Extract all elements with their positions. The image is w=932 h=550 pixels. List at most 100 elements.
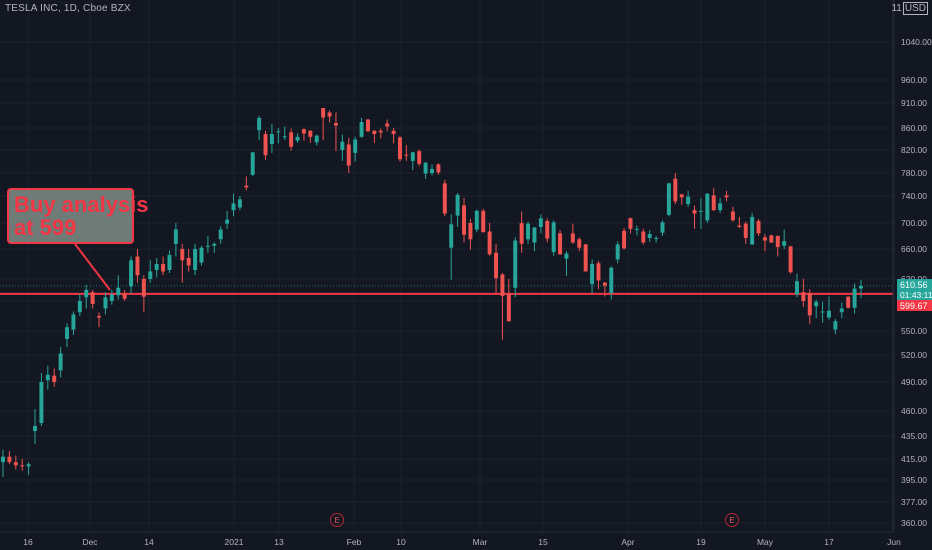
candle <box>180 243 185 283</box>
candle-body <box>500 274 505 296</box>
y-tick-label: 395.00 <box>901 475 927 485</box>
x-tick-label: Feb <box>347 537 362 547</box>
candle-body <box>846 296 851 308</box>
candle-body <box>410 152 415 161</box>
candle <box>103 292 108 315</box>
candle <box>494 243 499 294</box>
y-tick-label: 960.00 <box>901 75 927 85</box>
candle <box>263 130 268 160</box>
candle <box>90 290 95 309</box>
candle-body <box>135 256 140 276</box>
candle-body <box>532 227 537 243</box>
candle <box>20 459 25 471</box>
candle <box>545 218 550 243</box>
candle <box>551 220 556 256</box>
candle <box>481 208 486 233</box>
last-price-tag-bg <box>897 279 932 301</box>
candle-body <box>212 243 217 246</box>
candle <box>455 193 460 227</box>
time-axis[interactable]: 16 Dec 14 2021 13 Feb 10 Mar 15 Apr 19 May 17 Jun <box>0 531 901 547</box>
candle-body <box>775 236 780 248</box>
candle-body <box>462 205 466 235</box>
candle-body <box>654 237 659 239</box>
candle-body <box>276 131 281 133</box>
y-tick-label: 520.00 <box>901 350 927 360</box>
candle <box>526 221 531 244</box>
x-tick-label: 15 <box>538 537 548 547</box>
candle <box>609 266 614 300</box>
candle <box>167 250 172 273</box>
candle-body <box>622 230 627 249</box>
candle <box>692 205 697 229</box>
candle <box>628 217 633 234</box>
candle-body <box>205 245 210 247</box>
candle-body <box>474 210 479 230</box>
candle-body <box>90 292 95 304</box>
candle <box>359 118 364 138</box>
candle <box>135 249 140 283</box>
candle <box>372 130 377 143</box>
candle-body <box>141 279 146 297</box>
candle <box>468 218 473 250</box>
y-tick-label: 700.00 <box>901 218 927 228</box>
buy-level-line[interactable] <box>0 285 893 295</box>
candle-body <box>628 218 633 229</box>
candle-body <box>538 218 543 227</box>
candle <box>519 211 524 253</box>
x-tick-label: 10 <box>396 537 406 547</box>
candle <box>762 234 767 252</box>
candle-body <box>52 375 57 382</box>
candle <box>647 230 652 242</box>
candle-body <box>250 152 255 175</box>
candle-body <box>526 223 531 240</box>
candle <box>391 128 396 144</box>
axis-top-fragment: 11 <box>891 3 902 14</box>
candle-body <box>391 130 396 135</box>
candle-body <box>282 136 287 138</box>
candle <box>97 312 102 328</box>
buy-analysis-callout[interactable]: Buy analysis at 599 <box>7 188 149 244</box>
candle <box>590 259 595 294</box>
x-tick-label: Mar <box>473 537 488 547</box>
candle <box>666 182 671 217</box>
candle <box>660 220 665 236</box>
candle <box>161 256 166 276</box>
y-tick-label: 415.00 <box>901 454 927 464</box>
candle <box>321 108 326 141</box>
currency-label[interactable]: 11 USD <box>891 2 928 15</box>
price-axis[interactable]: 1040.00 960.00 910.00 860.00 820.00 780.00 740… <box>892 0 932 532</box>
candle-body <box>398 137 402 160</box>
candle <box>33 409 37 445</box>
candle-body <box>193 249 198 270</box>
earnings-marker[interactable]: E <box>330 513 344 527</box>
candle-body <box>820 311 825 313</box>
candle <box>282 126 287 141</box>
candle-body <box>705 193 710 221</box>
candle-body <box>314 135 319 143</box>
candle <box>462 198 466 243</box>
candle <box>7 450 12 465</box>
earnings-marker-circle <box>330 513 344 527</box>
candle <box>212 242 217 253</box>
candle <box>186 249 191 272</box>
candle <box>852 283 857 314</box>
candle-body <box>378 130 383 133</box>
y-tick-label: 740.00 <box>901 191 927 201</box>
candle <box>269 124 274 153</box>
candle-body <box>218 229 223 240</box>
candle-body <box>583 244 588 272</box>
candle-body <box>718 203 723 211</box>
candle-body <box>327 112 332 117</box>
candle <box>801 279 806 307</box>
candle <box>737 216 742 229</box>
candle <box>807 289 812 325</box>
candle-body <box>33 426 37 431</box>
earnings-marker[interactable]: E <box>725 513 739 527</box>
candle <box>615 241 620 264</box>
candle <box>58 347 63 378</box>
candle <box>698 198 703 229</box>
last-price-label: 610.56 <box>900 280 928 290</box>
candle <box>340 134 345 161</box>
candle-body <box>506 293 511 322</box>
